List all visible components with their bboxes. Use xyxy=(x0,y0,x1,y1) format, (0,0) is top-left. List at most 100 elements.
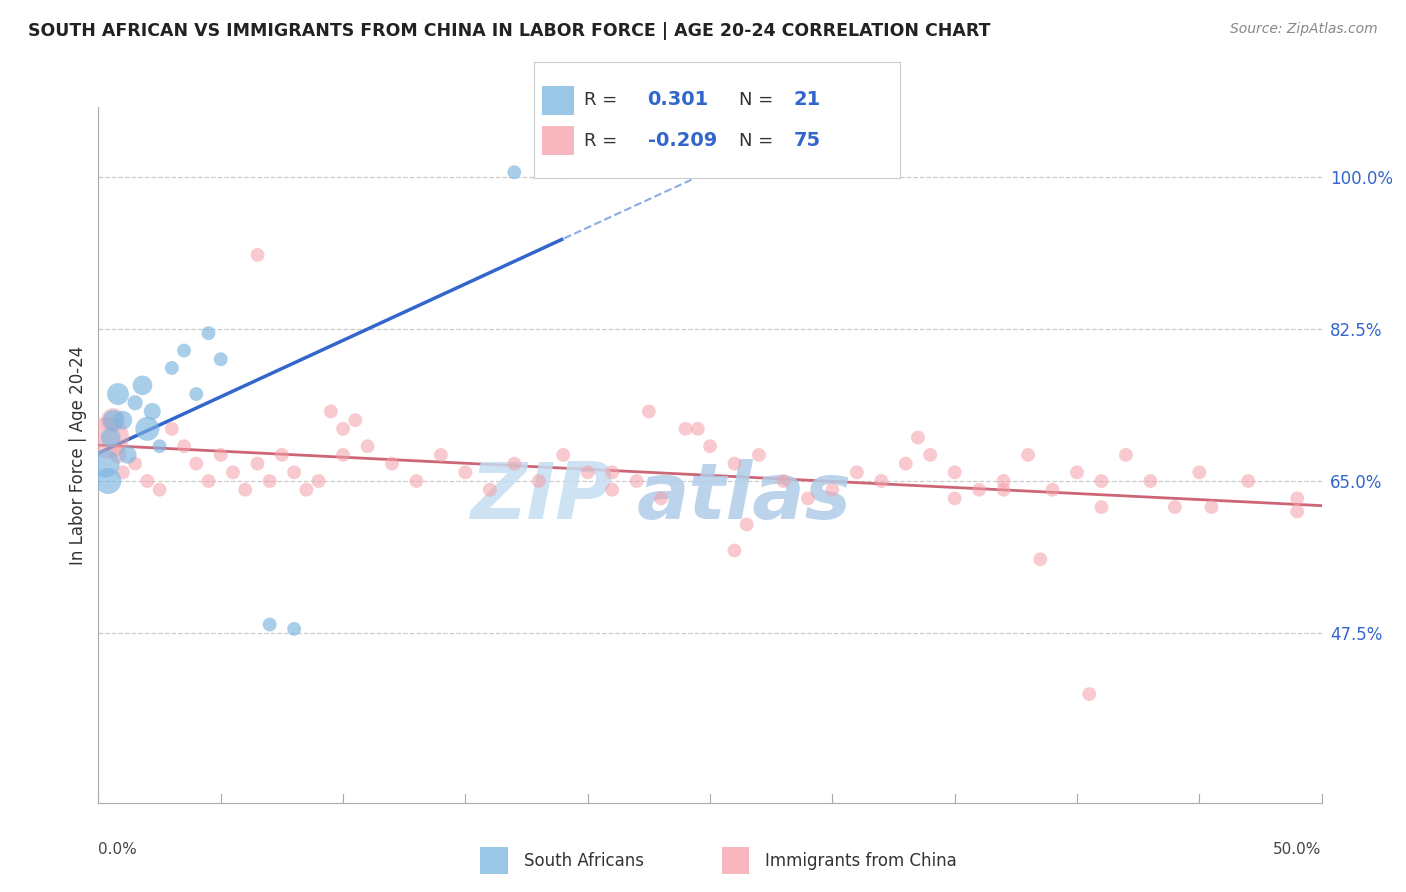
Point xyxy=(100,430,122,444)
Point xyxy=(197,474,219,488)
Point xyxy=(699,439,721,453)
Point xyxy=(173,343,195,358)
Point xyxy=(1017,448,1039,462)
Text: 21: 21 xyxy=(794,90,821,109)
Point xyxy=(270,448,294,462)
Point xyxy=(283,466,305,480)
Text: 50.0%: 50.0% xyxy=(1274,842,1322,857)
Point xyxy=(430,448,453,462)
Point xyxy=(149,439,172,453)
Point xyxy=(160,360,183,375)
Point xyxy=(141,404,163,418)
Bar xyxy=(721,847,749,874)
Point xyxy=(246,248,269,262)
Point xyxy=(723,457,745,471)
Point xyxy=(626,474,648,488)
Point xyxy=(553,448,575,462)
Point xyxy=(1090,474,1112,488)
Bar xyxy=(481,847,508,874)
Point xyxy=(107,448,129,462)
Text: R =: R = xyxy=(583,132,617,150)
Point xyxy=(1286,491,1309,506)
Text: -0.209: -0.209 xyxy=(648,131,717,150)
Point xyxy=(821,483,844,497)
Point xyxy=(107,387,129,401)
Text: 75: 75 xyxy=(794,131,821,150)
Point xyxy=(332,422,354,436)
Point xyxy=(222,466,245,480)
Text: 0.301: 0.301 xyxy=(648,90,709,109)
Point xyxy=(735,517,758,532)
Point xyxy=(686,422,709,436)
Text: N =: N = xyxy=(740,132,773,150)
Point xyxy=(1029,552,1052,566)
Point xyxy=(233,483,256,497)
Point xyxy=(332,448,354,462)
Point xyxy=(907,430,929,444)
Text: ZIP: ZIP xyxy=(470,458,612,534)
Point xyxy=(503,165,526,179)
Point xyxy=(295,483,318,497)
Point xyxy=(772,474,794,488)
Point xyxy=(136,422,159,436)
Point xyxy=(160,422,183,436)
Point xyxy=(101,413,124,427)
Text: South Africans: South Africans xyxy=(523,852,644,870)
Point xyxy=(259,474,281,488)
Point xyxy=(94,457,117,471)
Point xyxy=(478,483,501,497)
Text: Source: ZipAtlas.com: Source: ZipAtlas.com xyxy=(1230,22,1378,37)
Point xyxy=(197,326,219,340)
Point xyxy=(600,483,623,497)
Point xyxy=(920,448,942,462)
Point xyxy=(638,404,661,418)
Point xyxy=(1066,466,1088,480)
Point xyxy=(111,466,134,480)
Text: Immigrants from China: Immigrants from China xyxy=(765,852,956,870)
Point xyxy=(1139,474,1161,488)
Point xyxy=(117,448,139,462)
Point xyxy=(356,439,378,453)
Point xyxy=(405,474,427,488)
Point xyxy=(503,457,526,471)
Point xyxy=(186,387,208,401)
Point xyxy=(993,474,1015,488)
Point xyxy=(943,466,966,480)
Point xyxy=(870,474,893,488)
Point xyxy=(173,439,195,453)
Point xyxy=(993,483,1015,497)
Text: N =: N = xyxy=(740,91,773,109)
Point xyxy=(283,622,305,636)
Bar xyxy=(541,86,575,114)
Y-axis label: In Labor Force | Age 20-24: In Labor Force | Age 20-24 xyxy=(69,345,87,565)
Point xyxy=(97,430,120,444)
Point xyxy=(1286,504,1309,518)
Point xyxy=(131,378,153,392)
Point xyxy=(454,466,477,480)
Point xyxy=(845,466,868,480)
Point xyxy=(1090,500,1112,514)
Point xyxy=(124,457,146,471)
Point xyxy=(1188,466,1211,480)
Point xyxy=(381,457,404,471)
Point xyxy=(576,466,599,480)
Point xyxy=(246,457,269,471)
Point xyxy=(600,466,623,480)
Point xyxy=(308,474,330,488)
Point xyxy=(1237,474,1260,488)
Point xyxy=(319,404,342,418)
Point xyxy=(209,448,232,462)
Point xyxy=(111,413,134,427)
Point xyxy=(1078,687,1101,701)
Point xyxy=(650,491,672,506)
Point xyxy=(259,617,281,632)
Point xyxy=(748,448,770,462)
Point xyxy=(553,165,575,179)
Point xyxy=(97,474,120,488)
Point xyxy=(186,457,208,471)
Bar xyxy=(541,126,575,155)
Point xyxy=(967,483,990,497)
Point xyxy=(894,457,917,471)
Point xyxy=(723,543,745,558)
Text: 0.0%: 0.0% xyxy=(98,842,138,857)
